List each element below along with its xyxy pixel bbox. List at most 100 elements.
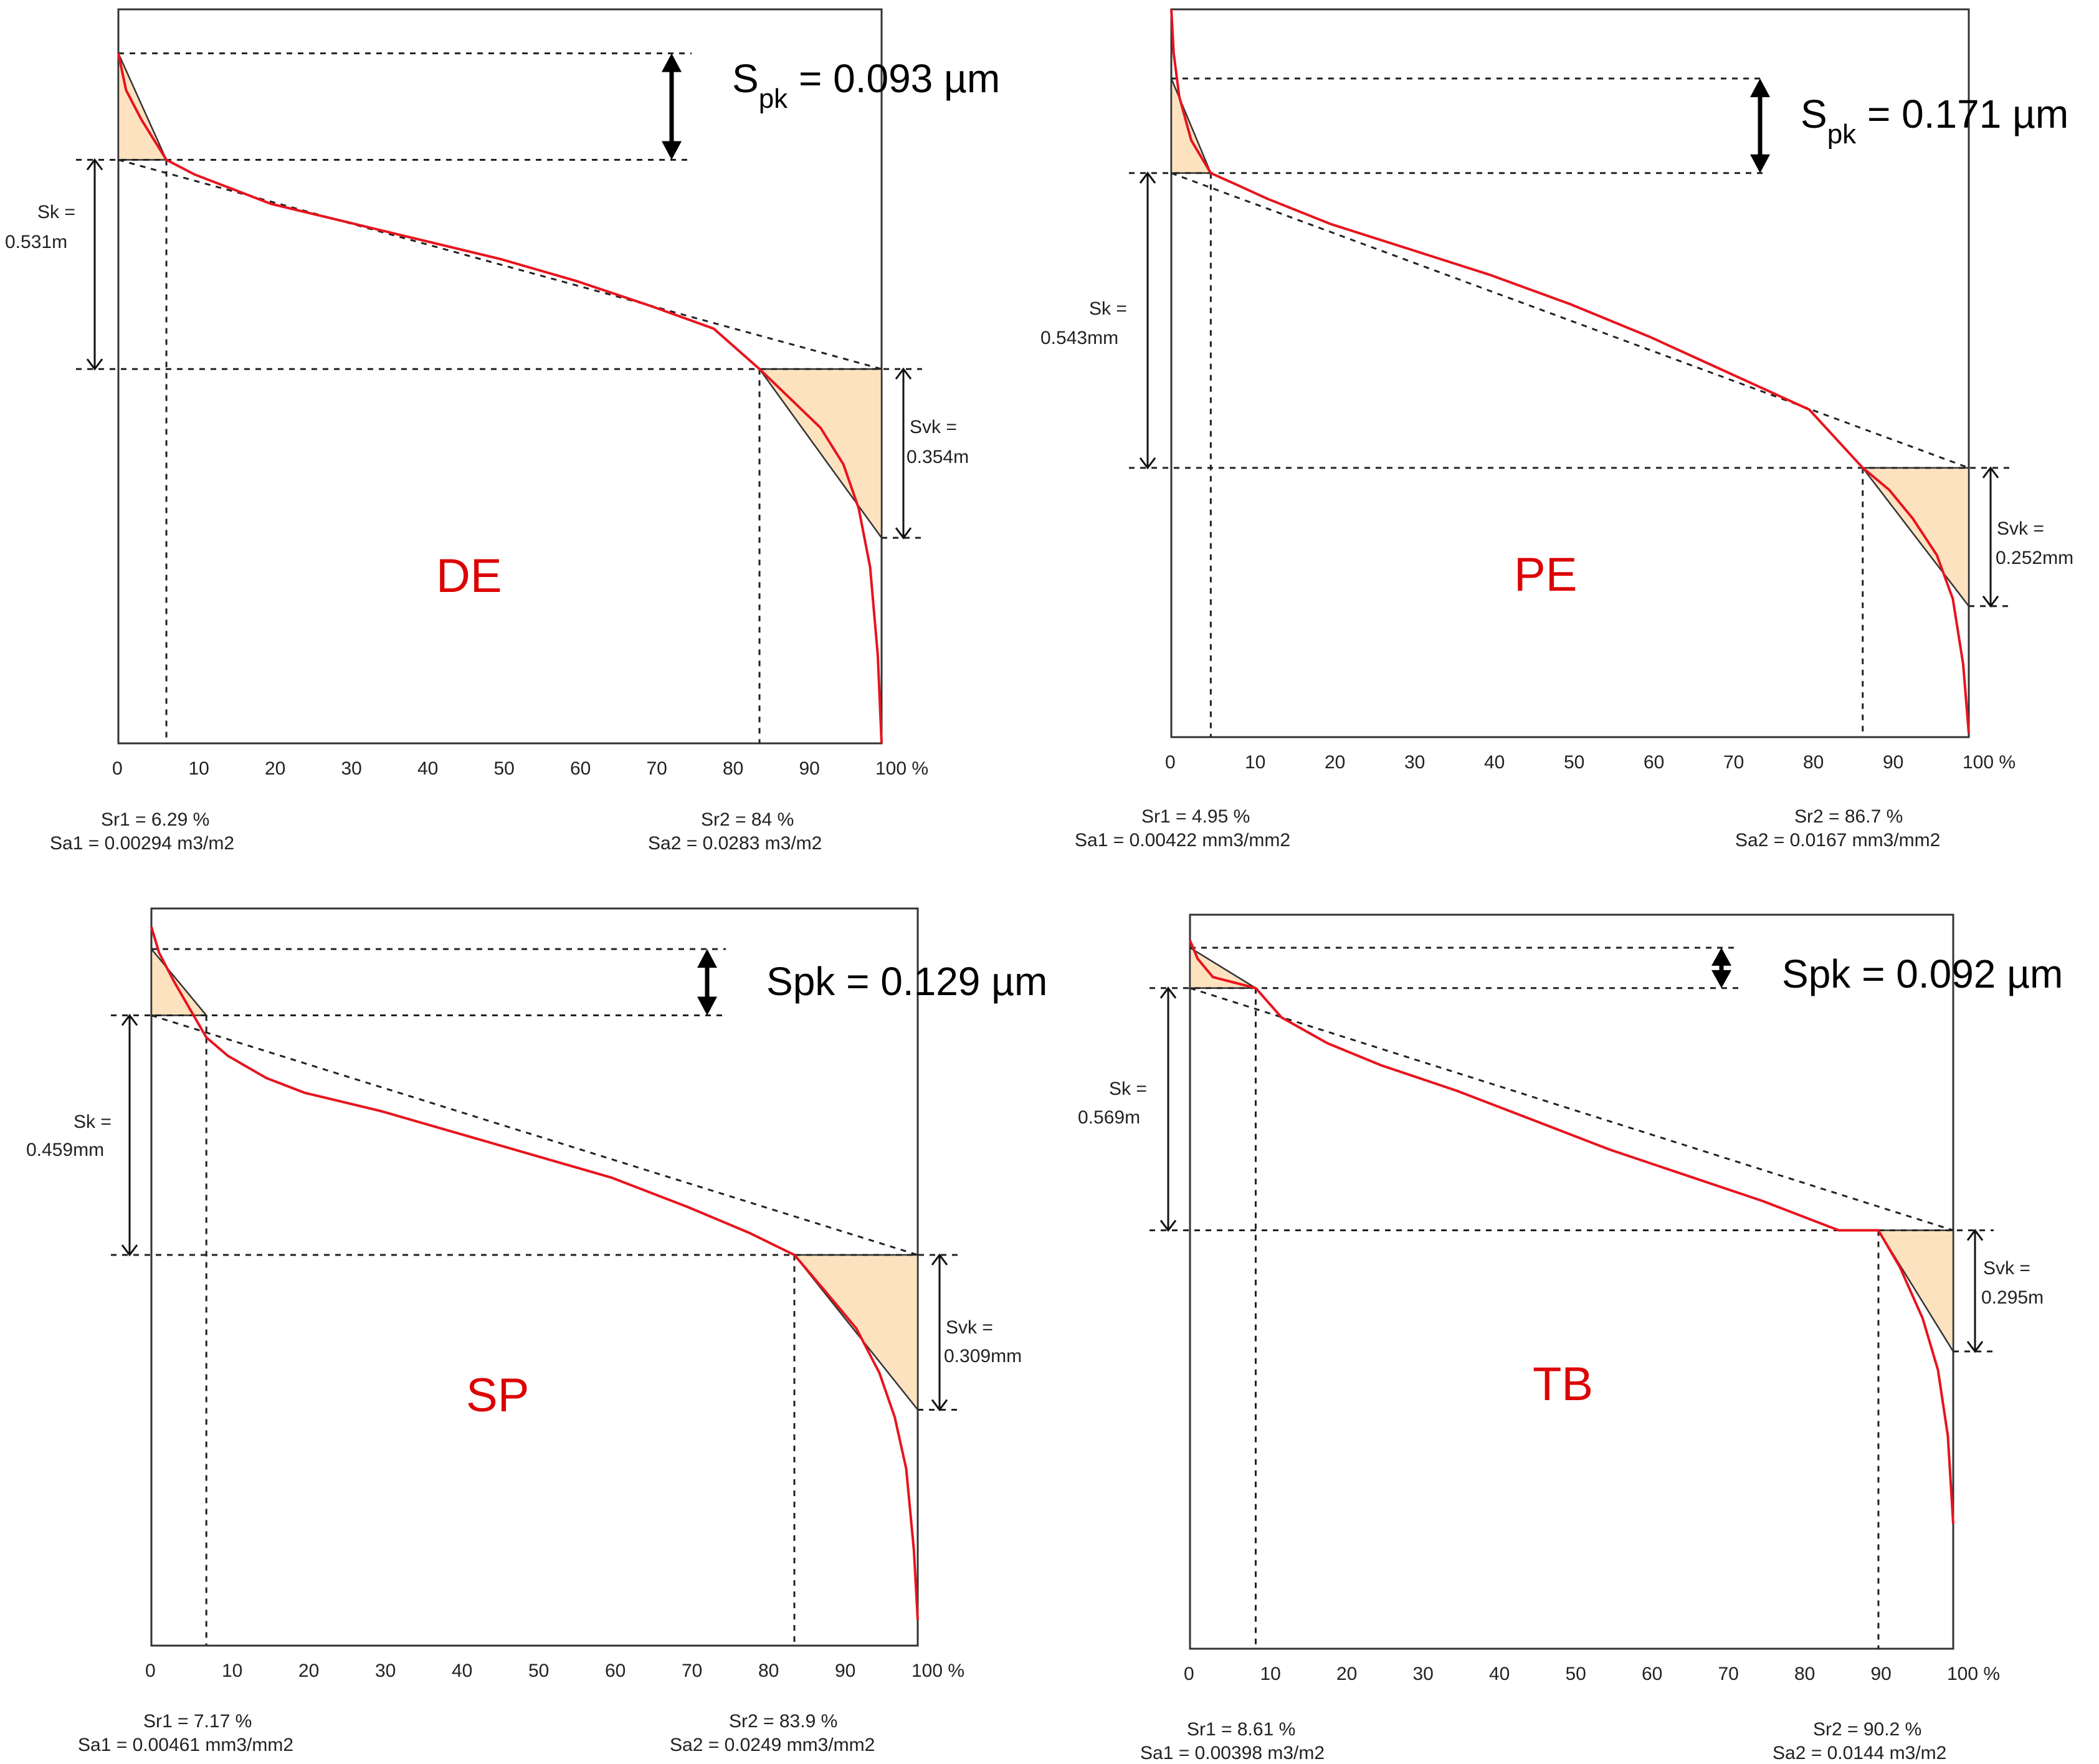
sample-label: DE — [436, 550, 502, 603]
core-line — [151, 1014, 918, 1256]
bearing-curve — [1170, 9, 1970, 734]
x-tick-label: 20 — [265, 758, 285, 779]
spk-arrowhead-bottom — [662, 141, 682, 160]
x-tick-label: 80 — [1803, 752, 1824, 773]
plot-frame — [1189, 913, 1954, 1650]
x-tick-label: 70 — [682, 1661, 702, 1681]
spk-arrowhead-bottom — [1750, 154, 1770, 173]
sk-label-line2: 0.543mm — [1040, 328, 1118, 348]
x-tick-label: 100 % — [1963, 752, 2016, 773]
panel-tb: 0 10 20 30 40 50 60 70 80 90 100 % TB Spk = 0.092 µ… — [1078, 913, 2063, 1763]
svk-arrowhead-top — [1966, 1229, 1984, 1241]
spk-rest: = 0.129 µm — [835, 959, 1047, 1004]
x-tick-label: 30 — [1413, 1664, 1434, 1684]
x-tick-label: 20 — [298, 1661, 319, 1681]
sk-arrowhead-top — [1139, 171, 1156, 184]
panel-pe: 0 10 20 30 40 50 60 70 80 90 100 % PE Spk = 0.171 µ… — [1040, 8, 2073, 851]
spk-arrowhead-top — [697, 949, 717, 968]
x-tick-label: 100 % — [1947, 1664, 2000, 1684]
svk-label-line2: 0.252mm — [1996, 548, 2073, 568]
x-tick-label: 80 — [1794, 1664, 1815, 1684]
footer-sa2: Sa2 = 0.0283 m3/m2 — [648, 833, 822, 854]
sk-arrowhead-bottom — [1159, 1219, 1177, 1232]
peak-area-wedge — [1170, 78, 1212, 174]
footer-sa1: Sa1 = 0.00294 m3/m2 — [50, 833, 234, 854]
spk-arrowhead-bottom — [1711, 970, 1731, 988]
sk-arrowhead-top — [86, 158, 103, 171]
x-tick-label: 40 — [1489, 1664, 1510, 1684]
sk-label-line1: Sk = — [37, 202, 75, 222]
spk-prefix: S — [732, 56, 759, 101]
svk-arrowhead-top — [1982, 466, 1999, 479]
x-tick-labels: 0 10 20 30 40 50 60 70 80 90 100 % — [145, 1661, 964, 1681]
svk-arrowhead-top — [931, 1253, 948, 1266]
x-tick-label: 60 — [605, 1661, 626, 1681]
sk-arrowhead-top — [1159, 986, 1177, 999]
x-tick-label: 50 — [494, 758, 515, 779]
x-tick-label: 20 — [1336, 1664, 1357, 1684]
x-tick-label: 50 — [1564, 752, 1584, 773]
x-tick-label: 0 — [112, 758, 123, 779]
spk-arrowhead-top — [662, 53, 682, 72]
spk-prefix: S — [1801, 92, 1827, 136]
x-tick-label: 60 — [570, 758, 591, 779]
x-tick-label: 30 — [341, 758, 362, 779]
spk-arrowhead-top — [1711, 948, 1731, 966]
spk-rest: = 0.093 µm — [788, 56, 1000, 101]
valley-area-wedge — [758, 368, 883, 541]
spk-arrowhead-top — [1750, 78, 1770, 97]
footer-sa2: Sa2 = 0.0249 mm3/mm2 — [670, 1735, 875, 1755]
plot-frame — [150, 907, 919, 1647]
x-tick-label: 70 — [1723, 752, 1744, 773]
svk-arrowhead-bottom — [1966, 1341, 1984, 1353]
spk-prefix: Spk — [1782, 951, 1851, 996]
x-tick-label: 100 % — [875, 758, 928, 779]
x-tick-label: 50 — [528, 1661, 549, 1681]
bearing-curve — [117, 53, 883, 744]
footer-sa2: Sa2 = 0.0144 m3/m2 — [1773, 1743, 1946, 1763]
spk-sub: pk — [1827, 119, 1857, 150]
spk-rest: = 0.171 µm — [1856, 92, 2068, 136]
x-tick-label: 10 — [1260, 1664, 1281, 1684]
x-tick-label: 40 — [1484, 752, 1505, 773]
x-tick-label: 90 — [835, 1661, 855, 1681]
x-tick-labels: 0 10 20 30 40 50 60 70 80 90 100 % — [112, 758, 928, 779]
spk-label: Spk = 0.129 µm — [766, 959, 1047, 1004]
footer-sa1: Sa1 = 0.00461 mm3/mm2 — [78, 1735, 293, 1755]
x-tick-label: 90 — [799, 758, 820, 779]
svk-label-line2: 0.309mm — [944, 1346, 1022, 1366]
sk-label-line2: 0.459mm — [26, 1140, 104, 1160]
footer-sr1: Sr1 = 7.17 % — [143, 1711, 252, 1732]
svk-arrowhead-bottom — [931, 1399, 948, 1411]
sk-arrowhead-top — [121, 1014, 138, 1026]
plot-frame — [1170, 8, 1970, 738]
svk-label-line2: 0.354m — [907, 447, 969, 467]
bearing-curve — [150, 927, 919, 1620]
spk-arrowhead-bottom — [697, 996, 717, 1016]
spk-rest: = 0.092 µm — [1850, 951, 2063, 996]
x-tick-label: 80 — [723, 758, 743, 779]
x-tick-label: 10 — [189, 758, 209, 779]
sk-label-line2: 0.569m — [1078, 1107, 1140, 1128]
x-tick-label: 60 — [1644, 752, 1664, 773]
core-line — [1189, 987, 1954, 1231]
svk-arrowhead-bottom — [895, 527, 912, 540]
footer-sr1: Sr1 = 6.29 % — [101, 809, 209, 830]
svk-arrowhead-top — [895, 367, 912, 380]
spk-label: Spk = 0.093 µm — [732, 56, 1000, 114]
x-tick-label: 0 — [145, 1661, 156, 1681]
sk-arrowhead-bottom — [86, 358, 103, 371]
sample-label: SP — [466, 1369, 529, 1422]
svk-arrowhead-bottom — [1982, 595, 1999, 608]
core-line — [1171, 172, 1969, 469]
sample-label: PE — [1514, 548, 1577, 601]
x-tick-label: 0 — [1165, 752, 1176, 773]
x-tick-label: 10 — [1245, 752, 1265, 773]
x-tick-label: 40 — [417, 758, 438, 779]
footer-sa1: Sa1 = 0.00422 mm3/mm2 — [1075, 830, 1290, 851]
panel-de: 0 10 20 30 40 50 60 70 80 90 100 % DE Spk = 0.093 µ… — [5, 8, 1000, 854]
x-tick-label: 60 — [1642, 1664, 1662, 1684]
svk-label-line1: Svk = — [910, 417, 957, 437]
footer-sr2: Sr2 = 90.2 % — [1813, 1719, 1921, 1740]
